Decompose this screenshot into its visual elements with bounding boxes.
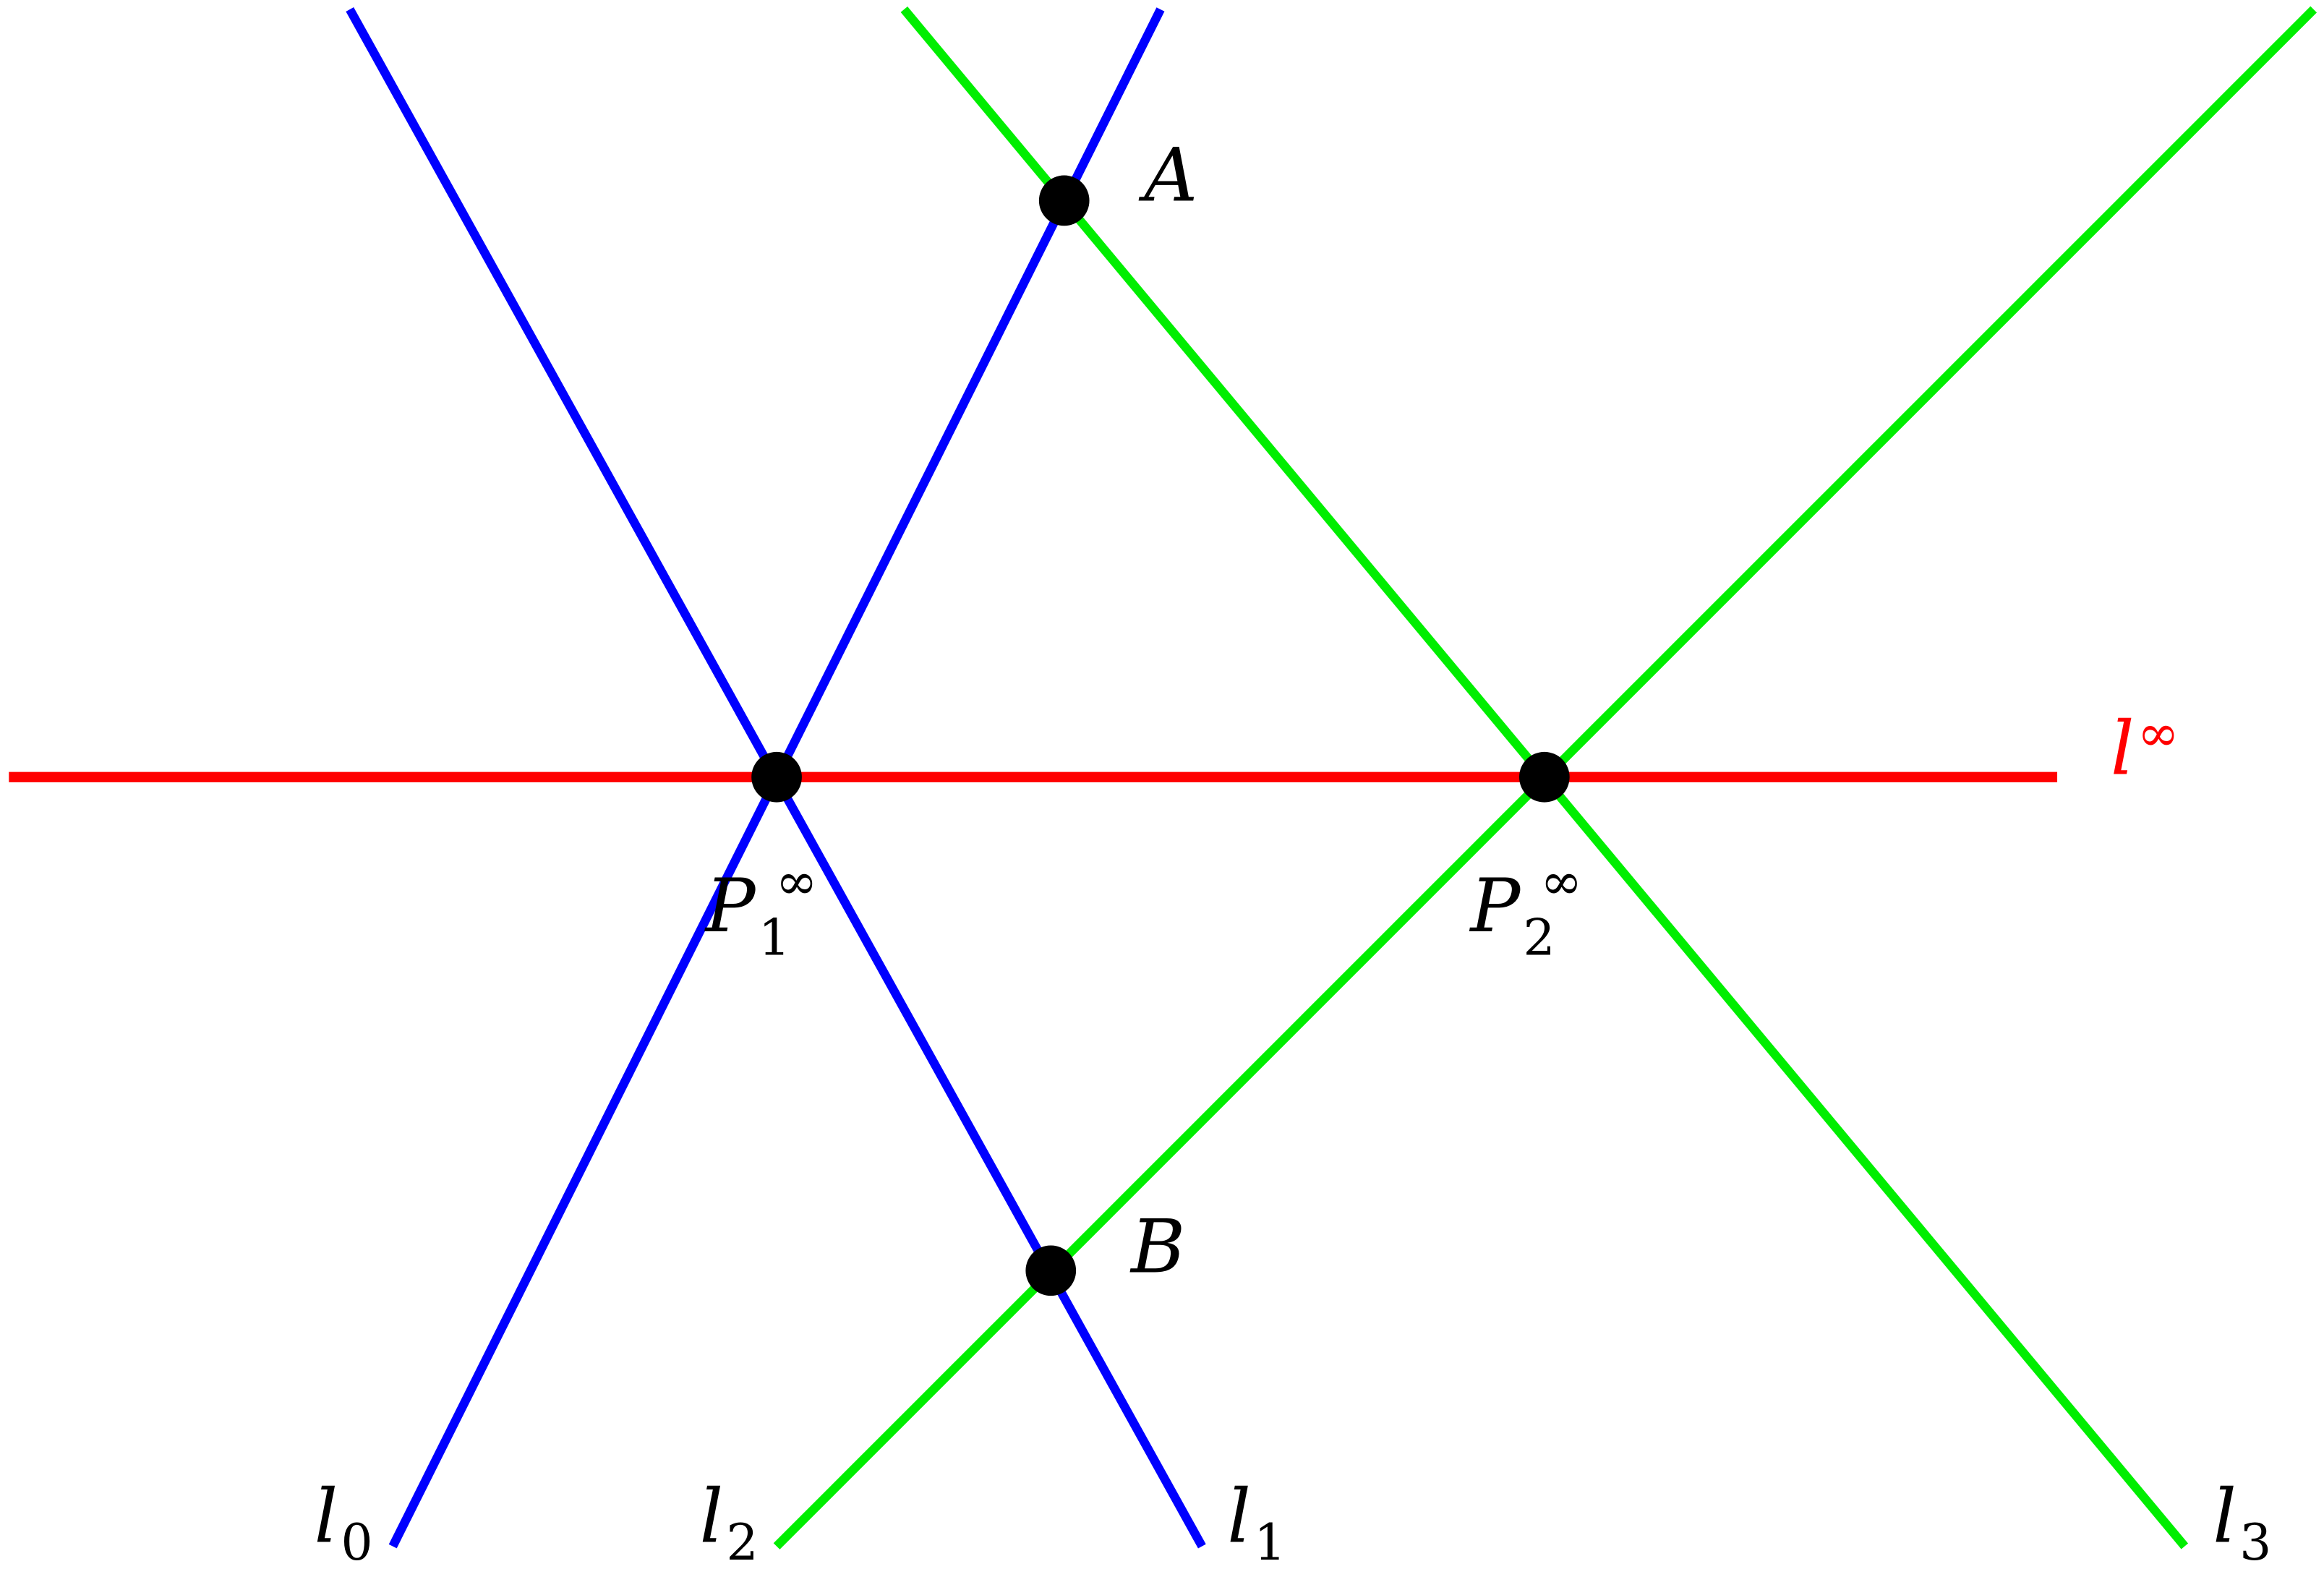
label-P2-infinity: P 2∞ (1469, 852, 1582, 967)
point-P2-infinity (1518, 751, 1570, 803)
point-P1-infinity (751, 751, 802, 803)
label-B: B (1129, 1204, 1185, 1290)
point-A (1038, 175, 1090, 226)
label-P1-infinity: P 1∞ (704, 852, 818, 967)
label-l-infinity: l ∞ (2111, 704, 2179, 792)
label-A: A (1138, 132, 1197, 218)
point-B (1025, 1245, 1077, 1296)
